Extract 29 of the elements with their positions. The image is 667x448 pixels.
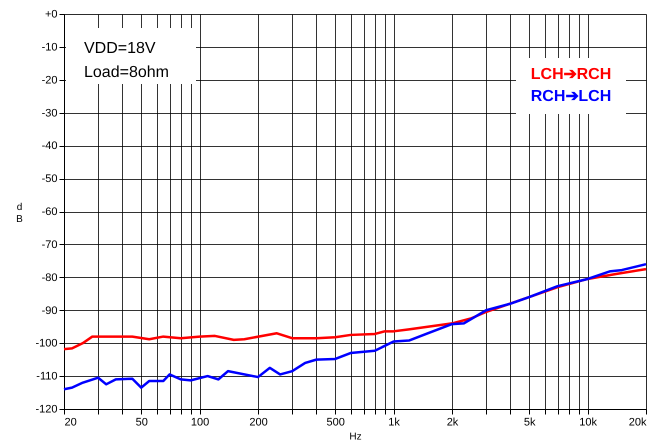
y-tick-label: -90 [42,304,58,317]
y-tick-label: -120 [35,404,58,416]
y-tick-label: -20 [42,74,58,86]
y-tick-label: -110 [36,370,58,383]
text: LCH➔RCH [530,66,612,83]
x-tick-label: 500 [326,416,345,428]
y-tick-label: -10 [42,41,58,54]
y-tick-label: -100 [35,338,58,350]
y-tick-label: -40 [42,140,58,152]
x-tick-label: 5k [524,416,536,428]
y-tick-label: +0 [44,8,58,20]
x-tick-label: 20k [628,416,647,428]
y-tick-label: -30 [42,107,58,120]
x-axis-title: Hz [349,432,362,442]
x-tick-label: 10k [579,416,598,428]
x-tick-label: 200 [249,416,268,428]
text: RCH➔LCH [530,88,612,105]
y-tick-label: -80 [42,272,58,284]
x-tick-label: 100 [190,416,210,428]
x-tick-label: 20 [64,416,77,428]
annotation: VDD=18V [84,40,156,57]
annotation: Load=8ohm [84,64,169,81]
x-tick-label: 1k [388,416,400,428]
x-tick-label: 2k [446,416,459,428]
x-tick-label: 50 [136,416,148,428]
y-tick-label: -70 [42,238,58,251]
y-tick-label: -60 [42,206,58,218]
y-axis-title: dB [16,202,24,225]
y-tick-label: -50 [42,173,58,186]
